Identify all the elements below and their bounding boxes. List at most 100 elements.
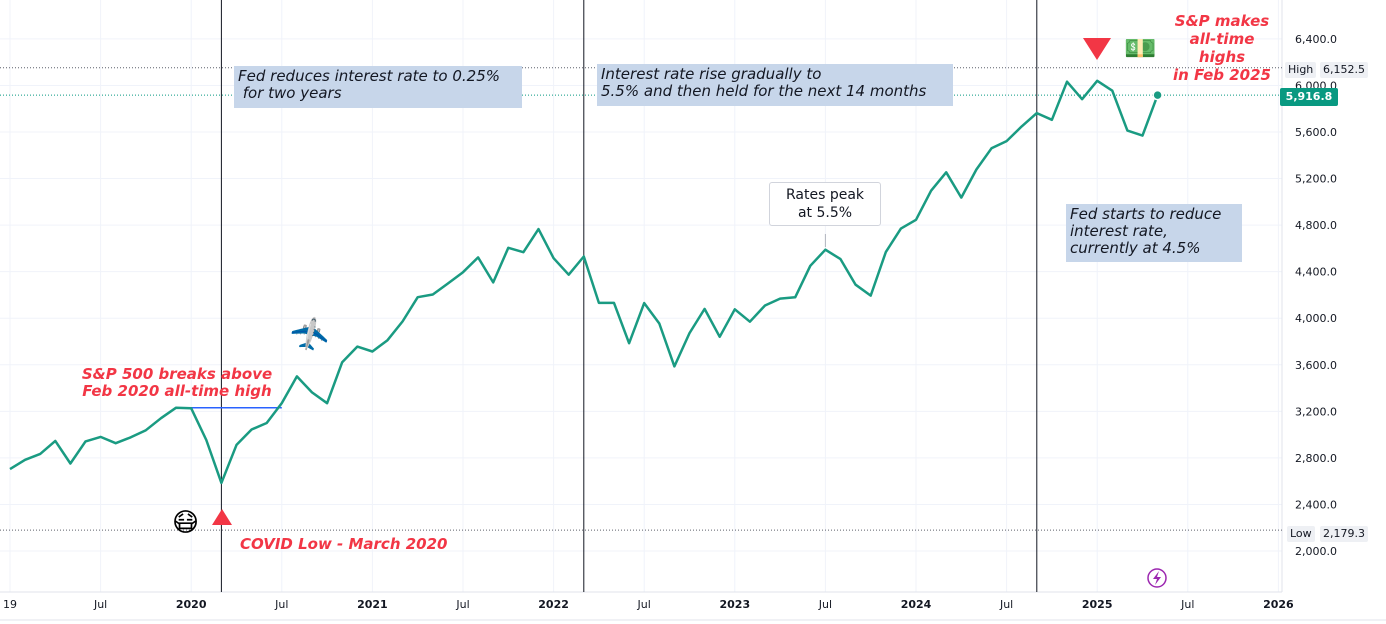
data-point <box>628 342 630 344</box>
x-tick-label: 2022 <box>538 598 569 611</box>
data-point <box>386 339 388 341</box>
data-point <box>613 302 615 304</box>
x-tick-label: 2026 <box>1263 598 1294 611</box>
data-point <box>779 297 781 299</box>
x-tick-label: Jul <box>1180 598 1194 611</box>
data-point <box>84 440 86 442</box>
data-point <box>1081 98 1083 100</box>
data-point <box>24 459 26 461</box>
data-point <box>688 332 690 334</box>
data-point <box>190 407 192 409</box>
y-tick-label: 6,400.0 <box>1295 33 1337 46</box>
data-point <box>401 320 403 322</box>
data-point <box>749 321 751 323</box>
series-layer <box>9 79 1159 485</box>
high-value: 6,152.5 <box>1320 62 1368 78</box>
covid-low-up-arrow-icon <box>212 509 232 525</box>
data-point <box>311 391 313 393</box>
data-point <box>930 189 932 191</box>
low-value: 2,179.3 <box>1320 526 1368 542</box>
data-point <box>583 255 585 257</box>
data-point <box>809 265 811 267</box>
data-point <box>794 296 796 298</box>
y-tick-label: 5,200.0 <box>1295 173 1337 186</box>
data-point <box>568 273 570 275</box>
data-point <box>824 248 826 250</box>
x-tick-label: Jul <box>999 598 1013 611</box>
data-point <box>447 282 449 284</box>
ath-down-arrow-icon <box>1083 38 1111 60</box>
note-ath-feb-2025[interactable]: S&P makes all-time highs in Feb 2025 <box>1172 12 1271 84</box>
data-point <box>552 257 554 259</box>
lightning-circle <box>1147 568 1167 588</box>
banknote-icon[interactable]: 💵 <box>1124 34 1157 64</box>
low-label: Low <box>1287 526 1315 542</box>
data-point <box>1111 89 1113 91</box>
note-fed-starts-reduce[interactable]: Fed starts to reduce interest rate, curr… <box>1066 204 1242 262</box>
face-with-medical-mask-icon[interactable]: 😷 <box>172 508 200 538</box>
data-point <box>839 258 841 260</box>
y-axis: 2,000.0 2,400.0 2,800.0 3,200.0 3,600.0 4,000… <box>1295 33 1337 558</box>
data-point <box>522 251 524 253</box>
x-tick-label: 2023 <box>719 598 750 611</box>
data-point <box>945 171 947 173</box>
reference-lines <box>0 0 1282 592</box>
data-point <box>220 482 222 484</box>
note-fed-reduces-rate[interactable]: Fed reduces interest rate to 0.25% for t… <box>234 66 522 108</box>
data-point <box>341 361 343 363</box>
data-point <box>281 402 283 404</box>
data-point <box>145 429 147 431</box>
data-point <box>719 336 721 338</box>
lightning-bolt-icon <box>1153 571 1161 585</box>
y-tick-label: 4,000.0 <box>1295 312 1337 325</box>
x-tick-label: 2024 <box>901 598 932 611</box>
data-point <box>537 228 539 230</box>
x-tick-label: Jul <box>637 598 651 611</box>
y-tick-label: 3,600.0 <box>1295 359 1337 372</box>
last-price-badge: 5,916.8 <box>1280 88 1338 106</box>
data-point <box>975 168 977 170</box>
data-point <box>9 468 11 470</box>
data-point <box>854 284 856 286</box>
x-tick-label: Jul <box>93 598 107 611</box>
x-tick-label: 19 <box>3 598 17 611</box>
y-tick-label: 4,400.0 <box>1295 266 1337 279</box>
data-point <box>658 322 660 324</box>
data-point <box>235 444 237 446</box>
x-tick-label: Jul <box>818 598 832 611</box>
data-point <box>462 271 464 273</box>
data-point <box>764 304 766 306</box>
data-point <box>296 375 298 377</box>
marker-layer <box>212 38 1167 588</box>
data-point <box>477 256 479 258</box>
y-tick-label: 2,000.0 <box>1295 545 1337 558</box>
y-tick-label: 2,400.0 <box>1295 498 1337 511</box>
data-point <box>205 439 207 441</box>
data-point <box>175 407 177 409</box>
data-point <box>432 293 434 295</box>
data-point <box>1051 119 1053 121</box>
data-point <box>1036 112 1038 114</box>
note-interest-rate-rise[interactable]: Interest rate rise gradually to 5.5% and… <box>597 64 953 106</box>
note-sp-breaks-above[interactable]: S&P 500 breaks above Feb 2020 all-time h… <box>81 365 273 400</box>
data-point <box>417 296 419 298</box>
data-point <box>266 422 268 424</box>
x-tick-label: 2020 <box>176 598 207 611</box>
data-point <box>673 365 675 367</box>
last-point-marker <box>1152 89 1163 101</box>
data-point <box>734 308 736 310</box>
data-point <box>69 462 71 464</box>
data-point <box>99 436 101 438</box>
data-point <box>326 402 328 404</box>
price-line <box>9 79 1159 485</box>
data-point <box>885 251 887 253</box>
y-tick-label: 5,600.0 <box>1295 126 1337 139</box>
data-point <box>1126 129 1128 131</box>
callout-rates-peak[interactable]: Rates peak at 5.5% <box>769 182 881 226</box>
data-point <box>250 428 252 430</box>
y-tick-label: 4,800.0 <box>1295 219 1337 232</box>
note-covid-low[interactable]: COVID Low - March 2020 <box>240 535 448 553</box>
